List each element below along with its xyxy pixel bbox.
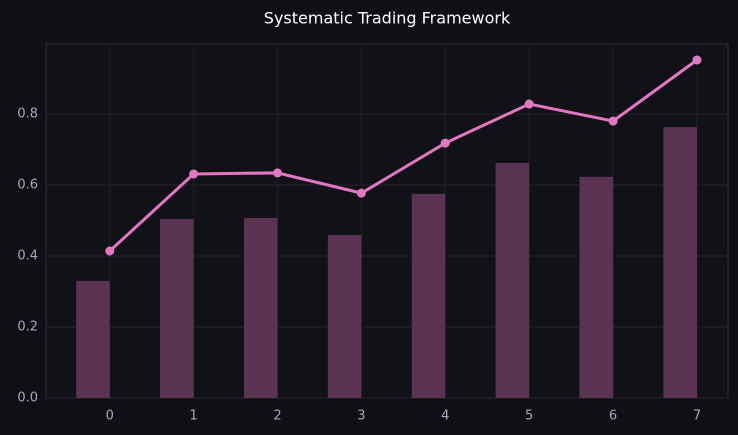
bar (495, 162, 530, 398)
bar (160, 219, 194, 398)
bar (327, 235, 362, 398)
y-tick-label: 0.8 (17, 106, 38, 121)
x-tick-label: 5 (525, 409, 533, 424)
point (273, 168, 283, 178)
bar (76, 280, 110, 398)
x-tick-label: 0 (106, 409, 114, 424)
y-tick-label: 0.6 (17, 177, 38, 192)
bar (663, 127, 697, 398)
point (608, 116, 618, 126)
x-tick-label: 3 (357, 409, 365, 424)
chart-title: Systematic Trading Framework (264, 9, 511, 28)
point (189, 169, 199, 179)
x-tick-label: 6 (609, 409, 617, 424)
y-tick-label: 0.0 (17, 391, 38, 406)
y-tick-label: 0.2 (17, 319, 38, 334)
bar (579, 176, 614, 398)
line (108, 58, 698, 253)
x-tick-label: 4 (441, 409, 449, 424)
bar (243, 217, 278, 398)
bar (411, 193, 446, 398)
point (692, 55, 702, 65)
point (105, 246, 115, 256)
point (440, 138, 450, 148)
y-tick-label: 0.4 (17, 248, 38, 263)
x-tick-label: 1 (190, 409, 198, 424)
x-tick-label: 2 (273, 409, 281, 424)
x-tick-label: 7 (693, 409, 701, 424)
point (356, 188, 366, 198)
plot-area (45, 43, 729, 399)
point (524, 99, 534, 109)
